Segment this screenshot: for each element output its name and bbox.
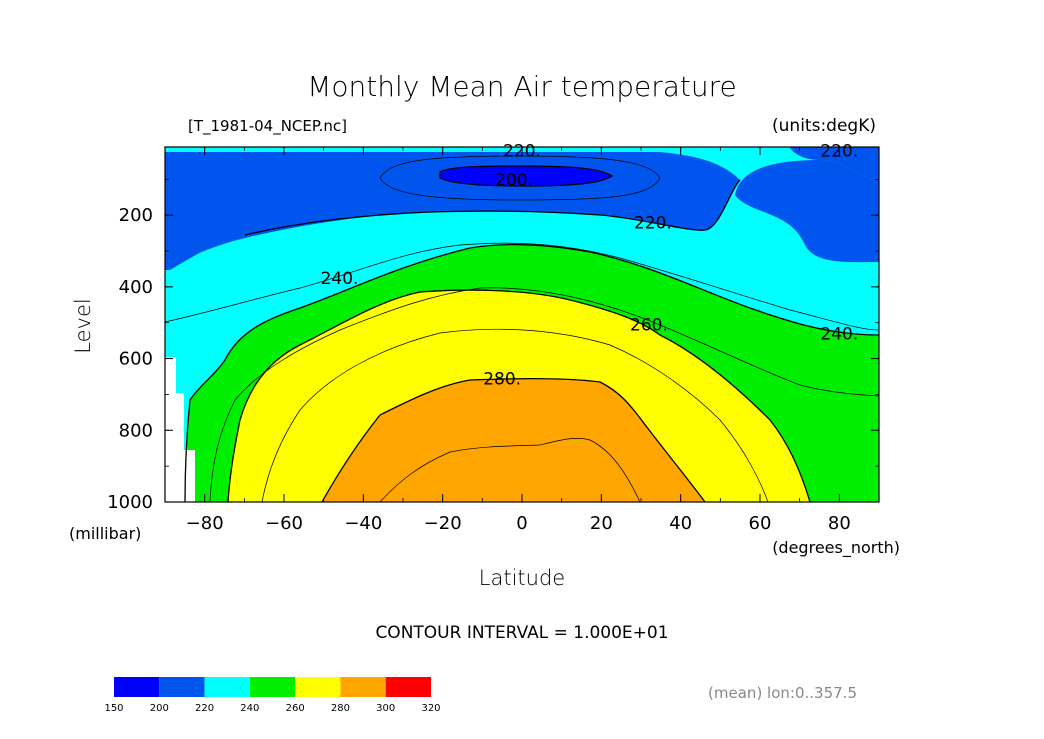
x-axis-title: Latitude xyxy=(479,566,565,590)
y-tick-label: 400 xyxy=(119,277,153,298)
units-label: (units:degK) xyxy=(772,116,876,136)
contour-line-200 xyxy=(439,165,614,187)
band-200-220-left xyxy=(165,217,245,270)
contour-line-210 xyxy=(379,155,661,201)
y-tick-label: 1000 xyxy=(107,492,153,513)
x-tick-label: 20 xyxy=(590,513,613,534)
colorbar-tick-label: 300 xyxy=(376,703,395,714)
colorbar-swatch xyxy=(204,677,250,697)
x-tick-label: 80 xyxy=(828,513,851,534)
contour-label: 280. xyxy=(483,369,521,389)
x-tick-label: −40 xyxy=(344,513,382,534)
colorbar-swatch xyxy=(249,677,296,697)
contour-line-250 xyxy=(209,287,879,502)
contour-fill-layer xyxy=(165,147,879,502)
x-tick-label: 0 xyxy=(516,513,527,534)
colorbar-tick-label: 150 xyxy=(104,703,123,714)
contour-lines xyxy=(165,155,879,502)
colorbar: 150 200 220 240 260 280 300 320 xyxy=(104,677,441,714)
x-tick-label: −20 xyxy=(424,513,462,534)
contour-line-270 xyxy=(261,328,769,502)
contour-line-240 xyxy=(184,243,879,502)
colorbar-swatch xyxy=(114,677,160,697)
colorbar-swatch xyxy=(385,677,431,697)
colorbar-tick-label: 320 xyxy=(421,703,440,714)
x-tick-label: −80 xyxy=(186,513,224,534)
colorbar-swatch xyxy=(295,677,341,697)
colorbar-tick-label: 220 xyxy=(195,703,214,714)
colorbar-tick-label: 200 xyxy=(150,703,169,714)
contour-label: 260. xyxy=(630,316,668,336)
dataset-label: [T_1981-04_NCEP.nc] xyxy=(188,117,347,136)
colorbar-swatch xyxy=(159,677,205,697)
colorbar-tick-label: 260 xyxy=(286,703,305,714)
contour-line-220 xyxy=(244,179,741,236)
contour-label: 220. xyxy=(634,213,672,233)
contour-label: 240. xyxy=(321,269,359,289)
band-280-300 xyxy=(322,378,705,502)
contour-label: 200. xyxy=(495,170,533,190)
missing-data-region xyxy=(165,357,195,502)
y-tick-label: 800 xyxy=(119,420,153,441)
x-tick-label: −60 xyxy=(265,513,303,534)
x-tick-label: 40 xyxy=(669,513,692,534)
colorbar-tick-label: 280 xyxy=(331,703,350,714)
y-axis-units: (millibar) xyxy=(69,524,141,543)
colorbar-swatch xyxy=(340,677,386,697)
y-tick-label: 200 xyxy=(119,205,153,226)
colorbar-tick-label: 240 xyxy=(240,703,259,714)
contour-label: 240. xyxy=(820,324,858,344)
band-200-220-top-left xyxy=(165,185,242,222)
chart-title: Monthly Mean Air temperature xyxy=(307,70,737,103)
x-tick-label: 60 xyxy=(749,513,772,534)
x-axis-units: (degrees_north) xyxy=(772,538,900,558)
contour-interval-text: CONTOUR INTERVAL = 1.000E+01 xyxy=(375,623,668,643)
contour-line-290 xyxy=(379,438,641,502)
y-tick-label: 600 xyxy=(119,349,153,370)
x-axis: −80 −60 −40 −20 0 20 40 60 80 xyxy=(164,147,880,534)
band-200-220-right xyxy=(790,147,879,179)
y-axis-title: Level xyxy=(71,298,95,353)
mean-note: (mean) lon:0..357.5 xyxy=(708,684,857,702)
contour-line-230 xyxy=(165,242,879,331)
y-axis: 200 400 600 800 1000 xyxy=(107,178,879,513)
contour-line-260 xyxy=(227,289,811,502)
contour-line-280 xyxy=(321,378,706,502)
